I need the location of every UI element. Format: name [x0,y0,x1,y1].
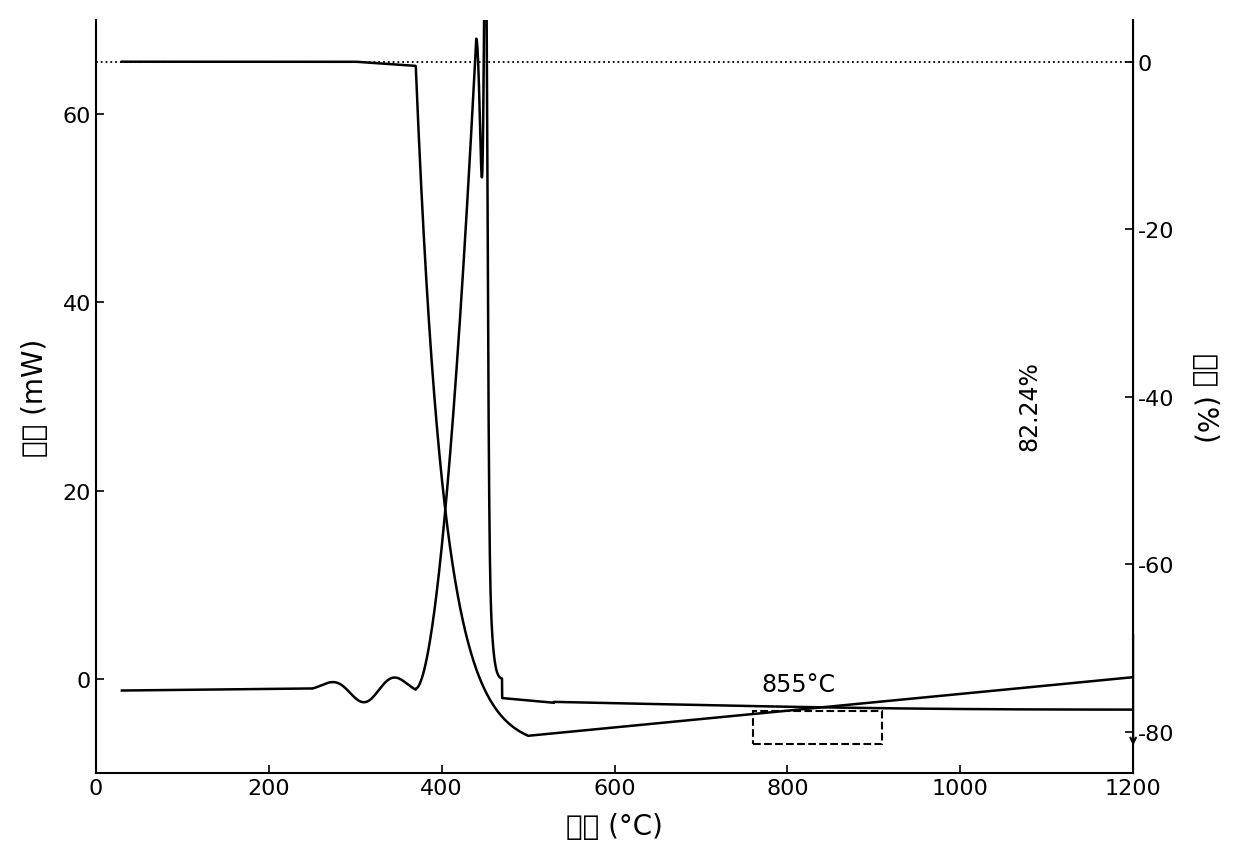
Text: 82.24%: 82.24% [1018,361,1042,450]
Bar [753,711,883,744]
Y-axis label: 热流 (mW): 热流 (mW) [21,338,48,456]
X-axis label: 温度 (°C): 温度 (°C) [567,812,663,840]
Text: 855°C: 855°C [761,672,836,697]
Y-axis label: 失重 (%): 失重 (%) [1192,352,1219,442]
